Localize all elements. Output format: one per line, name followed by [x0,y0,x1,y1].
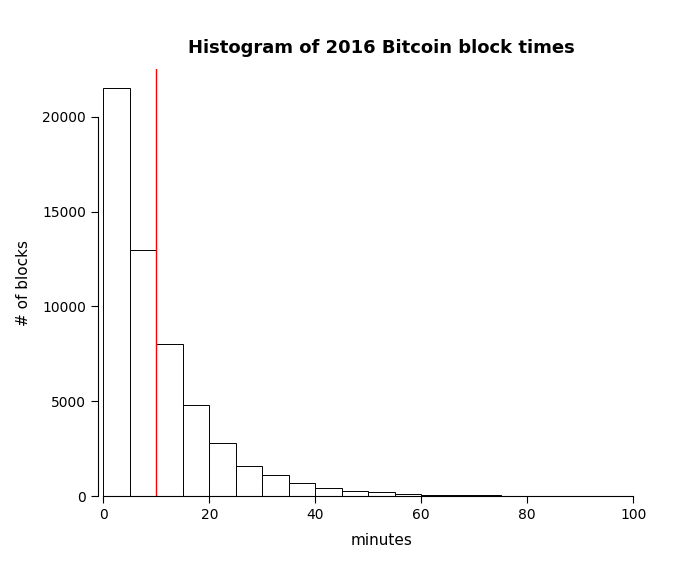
Bar [395,494,421,496]
Bar [236,466,262,496]
Bar [183,405,209,496]
Bar [289,483,315,496]
Y-axis label: # of blocks: # of blocks [16,239,32,326]
Bar [156,344,183,496]
Bar [130,249,156,496]
Bar [421,494,448,496]
Bar [368,492,395,496]
Bar [104,88,130,496]
Bar [262,475,289,496]
Title: Histogram of 2016 Bitcoin block times: Histogram of 2016 Bitcoin block times [188,39,575,57]
Bar [342,490,368,496]
Bar [315,488,342,496]
X-axis label: minutes: minutes [351,533,412,548]
Bar [448,495,474,496]
Bar [209,443,236,496]
